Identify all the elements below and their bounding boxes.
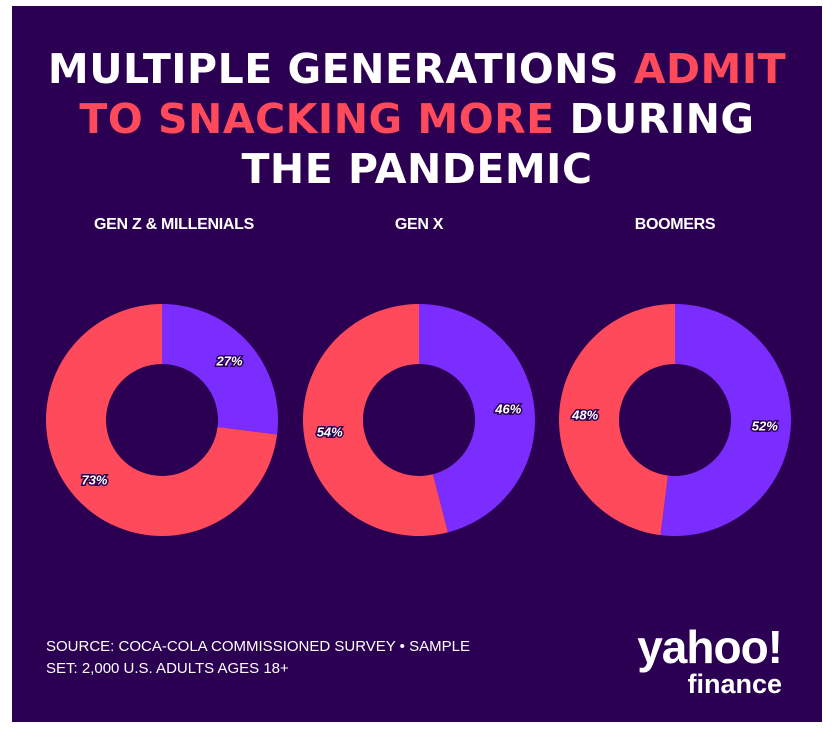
donut-1-label-0: 46%: [494, 402, 521, 417]
logo-yahoo-text: yahoo!: [637, 621, 783, 673]
title-highlight-1: ADMIT: [633, 45, 787, 93]
donut-1-slice-0: [419, 304, 535, 533]
donut-0-label-1: 73%: [81, 473, 107, 488]
donut-2: 52% 48%: [558, 304, 791, 536]
infographic-card: MULTIPLE GENERATIONS ADMIT TO SNACKING M…: [12, 6, 822, 722]
donut-0: 27% 73%: [45, 304, 278, 536]
donut-2-slice-0: [660, 304, 791, 536]
source-line-1: SOURCE: COCA-COLA COMMISSIONED SURVEY • …: [46, 638, 470, 655]
group-label-gen-z-millenials: GEN Z & MILLENIALS: [94, 216, 254, 233]
title-highlight-2: TO SNACKING MORE: [79, 95, 555, 143]
donut-charts: 27% 73% 46% 54% 52% 48%: [45, 304, 791, 536]
title-part-2: DURING: [554, 95, 755, 143]
donut-1-slice-1: [302, 304, 448, 536]
source-note: SOURCE: COCA-COLA COMMISSIONED SURVEY • …: [46, 636, 516, 680]
yahoo-finance-logo: yahoo! finance: [592, 621, 783, 699]
donut-1-label-1: 54%: [317, 424, 343, 439]
donut-2-slice-1: [558, 304, 675, 536]
donut-2-label-0: 52%: [752, 419, 778, 434]
donut-0-label-0: 27%: [215, 353, 242, 368]
donut-0-slice-0: [162, 304, 278, 435]
logo-finance-text: finance: [687, 669, 782, 699]
donut-2-label-1: 48%: [571, 407, 598, 422]
donut-0-slice-1: [45, 304, 278, 536]
group-label-gen-x: GEN X: [394, 216, 444, 233]
title-part-1: MULTIPLE GENERATIONS: [47, 45, 634, 93]
group-label-boomers: BOOMERS: [634, 216, 716, 233]
donut-1: 46% 54%: [302, 304, 535, 536]
source-line-2: SET: 2,000 U.S. ADULTS AGES 18+: [46, 660, 289, 677]
chart-title: MULTIPLE GENERATIONS ADMIT TO SNACKING M…: [12, 44, 822, 194]
title-part-3: THE PANDEMIC: [241, 145, 593, 193]
